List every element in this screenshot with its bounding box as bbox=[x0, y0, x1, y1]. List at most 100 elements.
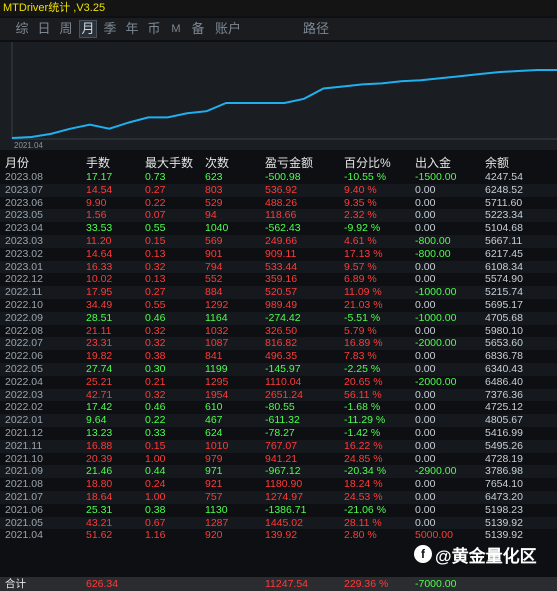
tab-year[interactable]: 年 bbox=[125, 21, 139, 36]
count-cell: 1087 bbox=[205, 337, 229, 350]
lots-cell: 9.90 bbox=[86, 196, 107, 209]
balance-cell: 5416.99 bbox=[485, 426, 523, 439]
balance-cell: 6836.78 bbox=[485, 350, 523, 363]
max-lots-cell: 1.00 bbox=[145, 490, 166, 503]
month-cell: 2022.12 bbox=[5, 273, 43, 286]
deposit-withdraw-cell: -800.00 bbox=[415, 234, 451, 247]
count-cell: 794 bbox=[205, 260, 223, 273]
lots-cell: 25.21 bbox=[86, 375, 113, 388]
count-cell: 1287 bbox=[205, 516, 229, 529]
percent-cell: 56.11 % bbox=[344, 388, 382, 401]
watermark: f @黄金量化区 bbox=[414, 541, 537, 567]
balance-cell: 5653.60 bbox=[485, 337, 523, 350]
lots-cell: 21.46 bbox=[86, 465, 113, 478]
count-cell: 901 bbox=[205, 247, 223, 260]
table-row: 2021.10 20.39 1.00 979 941.21 24.85 % 0.00 4728… bbox=[0, 453, 557, 466]
max-lots-cell: 0.32 bbox=[145, 337, 166, 350]
balance-cell: 3786.98 bbox=[485, 465, 523, 478]
lots-cell: 23.31 bbox=[86, 337, 113, 350]
month-cell: 2021.12 bbox=[5, 426, 43, 439]
lots-cell: 9.64 bbox=[86, 414, 107, 427]
deposit-withdraw-cell: -2000.00 bbox=[415, 337, 457, 350]
month-cell: 2022.01 bbox=[5, 414, 43, 427]
lots-cell: 20.39 bbox=[86, 452, 113, 465]
percent-cell: -1.68 % bbox=[344, 401, 381, 414]
deposit-withdraw-cell: -1000.00 bbox=[415, 286, 457, 299]
deposit-withdraw-cell: 0.00 bbox=[415, 439, 436, 452]
balance-cell: 5667.11 bbox=[485, 234, 523, 247]
profit-loss-cell: 139.92 bbox=[265, 529, 298, 542]
max-lots-cell: 0.44 bbox=[145, 465, 166, 478]
max-lots-cell: 0.22 bbox=[145, 196, 166, 209]
balance-cell: 4725.12 bbox=[485, 401, 523, 414]
total-label: 合计 bbox=[5, 578, 26, 590]
count-cell: 884 bbox=[205, 286, 223, 299]
balance-cell: 5695.17 bbox=[485, 298, 523, 311]
count-cell: 1010 bbox=[205, 439, 229, 452]
lots-cell: 14.64 bbox=[86, 247, 113, 260]
lots-cell: 25.31 bbox=[86, 503, 113, 516]
profit-loss-cell: -145.97 bbox=[265, 362, 301, 375]
deposit-withdraw-cell: 5000.00 bbox=[415, 529, 453, 542]
tab-currency[interactable]: 币 bbox=[147, 21, 161, 36]
month-cell: 2023.05 bbox=[5, 209, 43, 222]
percent-cell: -10.55 % bbox=[344, 171, 387, 183]
total-deposit-withdraw: -7000.00 bbox=[415, 578, 457, 590]
month-cell: 2021.10 bbox=[5, 452, 43, 465]
table-row: 2023.01 16.33 0.32 794 533.44 9.57 % 0.00 6108.… bbox=[0, 260, 557, 274]
deposit-withdraw-cell: 0.00 bbox=[415, 298, 436, 311]
tab-magic[interactable]: M bbox=[171, 23, 181, 35]
tab-account[interactable]: 账户 bbox=[214, 21, 241, 36]
max-lots-cell: 0.55 bbox=[145, 298, 166, 311]
max-lots-cell: 0.32 bbox=[145, 388, 166, 401]
profit-loss-cell: 989.49 bbox=[265, 298, 298, 311]
percent-cell: 24.53 % bbox=[344, 490, 383, 503]
deposit-withdraw-cell: 0.00 bbox=[415, 324, 436, 337]
max-lots-cell: 0.13 bbox=[145, 273, 166, 286]
table-row: 2021.04 51.62 1.16 920 139.92 2.80 % 5000.00 51… bbox=[0, 529, 557, 542]
balance-cell: 6248.52 bbox=[485, 183, 523, 196]
percent-cell: 21.03 % bbox=[344, 298, 383, 311]
weibo-logo-icon: f bbox=[414, 545, 432, 563]
percent-cell: 6.89 % bbox=[344, 273, 377, 286]
max-lots-cell: 0.32 bbox=[145, 260, 166, 273]
max-lots-cell: 0.55 bbox=[145, 222, 166, 235]
max-lots-cell: 1.16 bbox=[145, 529, 166, 542]
deposit-withdraw-cell: 0.00 bbox=[415, 196, 436, 209]
balance-cell: 5495.26 bbox=[485, 439, 523, 452]
lots-cell: 10.02 bbox=[86, 273, 113, 286]
lots-cell: 18.64 bbox=[86, 490, 113, 503]
tab-week[interactable]: 周 bbox=[59, 21, 73, 36]
table-row: 2021.05 43.21 0.67 1287 1445.02 28.11 % 0.00 51… bbox=[0, 516, 557, 530]
profit-loss-cell: 249.66 bbox=[265, 234, 298, 247]
percent-cell: 16.89 % bbox=[344, 337, 383, 350]
table-row: 2023.02 14.64 0.13 901 909.11 17.13 % -800.00 6… bbox=[0, 248, 557, 261]
table-row: 2022.01 9.64 0.22 467 -611.32 -11.29 % 0.00 480… bbox=[0, 414, 557, 427]
tab-note[interactable]: 备 bbox=[191, 21, 205, 36]
header-month: 月份 bbox=[5, 156, 30, 170]
profit-loss-cell: 533.44 bbox=[265, 260, 298, 273]
tab-month[interactable]: 月 bbox=[79, 20, 97, 38]
profit-loss-cell: 118.66 bbox=[265, 209, 297, 222]
tab-quarter[interactable]: 季 bbox=[103, 21, 117, 36]
deposit-withdraw-cell: 0.00 bbox=[415, 490, 436, 503]
percent-cell: -20.34 % bbox=[344, 465, 387, 478]
month-cell: 2021.11 bbox=[5, 439, 43, 452]
tab-path[interactable]: 路径 bbox=[302, 21, 329, 36]
percent-cell: 7.83 % bbox=[344, 350, 377, 363]
tab-day[interactable]: 日 bbox=[37, 21, 51, 36]
balance-cell: 4728.19 bbox=[485, 452, 523, 465]
count-cell: 979 bbox=[205, 452, 223, 465]
max-lots-cell: 0.33 bbox=[145, 426, 166, 439]
table-row: 2021.12 13.23 0.33 624 -78.27 -1.42 % 0.00 5416… bbox=[0, 427, 557, 440]
table-row: 2021.06 25.31 0.38 1130 -1386.71 -21.06 % 0.00… bbox=[0, 504, 557, 517]
tab-overall[interactable]: 综 bbox=[15, 21, 29, 36]
table-row: 2022.12 10.02 0.13 552 359.16 6.89 % 0.00 5574.… bbox=[0, 273, 557, 286]
lots-cell: 16.88 bbox=[86, 439, 113, 452]
balance-cell: 5215.74 bbox=[485, 286, 523, 299]
month-cell: 2022.11 bbox=[5, 286, 43, 299]
balance-cell: 4805.67 bbox=[485, 414, 523, 427]
total-profit-loss: 11247.54 bbox=[265, 578, 309, 590]
table-row: 2021.11 16.88 0.15 1010 767.07 16.22 % 0.00 549… bbox=[0, 439, 557, 453]
max-lots-cell: 0.38 bbox=[145, 503, 166, 516]
